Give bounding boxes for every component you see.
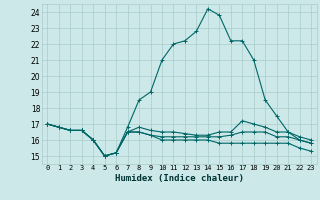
X-axis label: Humidex (Indice chaleur): Humidex (Indice chaleur) [115, 174, 244, 183]
